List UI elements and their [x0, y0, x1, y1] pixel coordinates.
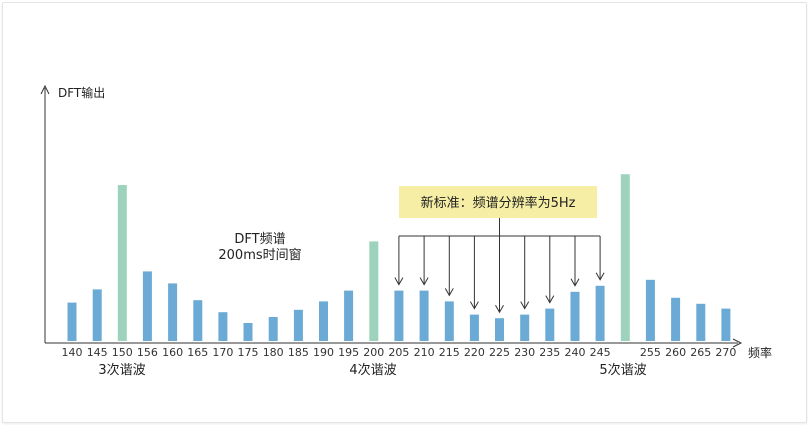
x-tick-210: 210 — [414, 346, 435, 359]
x-tick-200: 200 — [363, 346, 384, 359]
bar-180 — [268, 317, 278, 341]
x-tick-175: 175 — [238, 346, 259, 359]
bar-260 — [671, 297, 681, 341]
x-tick-255: 255 — [640, 346, 661, 359]
bar-215 — [444, 301, 454, 341]
bar-255 — [645, 279, 655, 341]
x-tick-245: 245 — [590, 346, 611, 359]
arrow-head-245 — [595, 272, 605, 281]
resolution-callout-text: 新标准：频谱分辨率为5Hz — [421, 195, 576, 211]
harmonic-label-4th: 4次谐波 — [349, 362, 396, 378]
x-tick-230: 230 — [514, 346, 535, 359]
arrow-head-230 — [520, 301, 530, 310]
bar-190 — [319, 301, 328, 341]
bar-220 — [469, 314, 479, 341]
spectrum-annotation-line1: DFT频谱 — [234, 232, 285, 247]
bar-235 — [545, 308, 555, 341]
x-tick-150: 150 — [112, 346, 133, 359]
resolution-callout-box — [399, 186, 597, 218]
bar-200 — [369, 241, 379, 341]
bar-270 — [721, 308, 731, 341]
x-tick-235: 235 — [539, 346, 560, 359]
x-tick-labels: 140 145 150 156 160 165 170 175 180 185 190 195 200 2… — [62, 346, 737, 359]
bar-250 — [620, 174, 630, 341]
x-tick-156: 156 — [137, 346, 158, 359]
x-tick-240: 240 — [565, 346, 586, 359]
x-tick-195: 195 — [338, 346, 359, 359]
x-axis-label: 频率 — [748, 345, 772, 360]
bars-group — [67, 174, 731, 341]
arrow-head-235 — [545, 295, 555, 304]
bar-160 — [168, 283, 178, 341]
bar-145 — [92, 289, 102, 341]
bar-150 — [117, 185, 127, 341]
arrow-head-220 — [469, 301, 479, 310]
x-tick-220: 220 — [464, 346, 485, 359]
y-axis-label: DFT输出 — [58, 85, 105, 100]
arrow-head-205 — [394, 277, 404, 286]
bar-195 — [344, 290, 354, 341]
bar-165 — [193, 300, 203, 341]
arrow-head-215 — [444, 288, 454, 297]
arrow-head-240 — [570, 278, 580, 287]
x-tick-260: 260 — [665, 346, 686, 359]
x-tick-185: 185 — [288, 346, 309, 359]
bar-225 — [495, 318, 504, 341]
harmonic-label-5th: 5次谐波 — [599, 362, 646, 378]
bar-170 — [218, 312, 228, 341]
bar-230 — [520, 314, 530, 341]
x-axis-arrowhead — [732, 338, 743, 348]
x-tick-145: 145 — [87, 346, 108, 359]
x-tick-140: 140 — [62, 346, 83, 359]
bar-265 — [696, 303, 706, 341]
x-tick-270: 270 — [715, 346, 736, 359]
x-tick-160: 160 — [162, 346, 183, 359]
bar-175 — [243, 323, 253, 341]
bar-156 — [142, 271, 152, 341]
y-axis-arrowhead — [40, 84, 50, 95]
x-tick-170: 170 — [212, 346, 233, 359]
x-tick-205: 205 — [388, 346, 409, 359]
x-tick-225: 225 — [489, 346, 510, 359]
x-tick-215: 215 — [439, 346, 460, 359]
harmonic-label-3rd: 3次谐波 — [98, 362, 145, 378]
bar-140 — [67, 302, 77, 341]
arrow-head-225 — [495, 304, 504, 314]
bar-205 — [394, 290, 404, 341]
spectrum-annotation-line2: 200ms时间窗 — [218, 247, 301, 263]
bar-245 — [595, 285, 605, 341]
bar-210 — [419, 290, 429, 341]
x-tick-265: 265 — [690, 346, 711, 359]
x-tick-190: 190 — [313, 346, 334, 359]
arrow-head-210 — [419, 277, 429, 286]
resolution-arrows — [394, 218, 605, 314]
bar-185 — [293, 309, 303, 341]
x-tick-180: 180 — [263, 346, 284, 359]
x-tick-165: 165 — [187, 346, 208, 359]
bar-240 — [570, 291, 580, 341]
